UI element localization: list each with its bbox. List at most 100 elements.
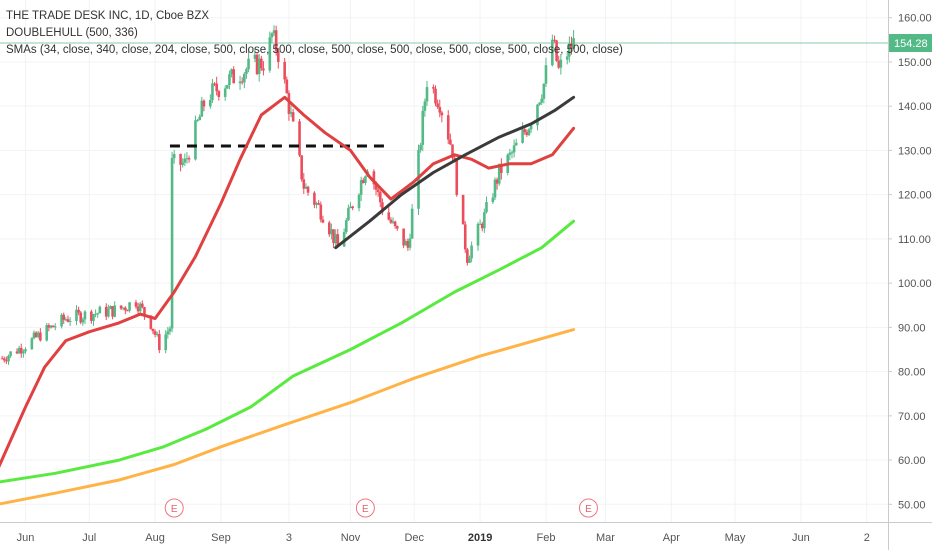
candle-body	[540, 98, 544, 103]
candle-body	[232, 69, 235, 84]
candle-body	[2, 358, 6, 361]
candle-body	[451, 144, 454, 158]
candle-body	[536, 104, 539, 126]
legend-symbol[interactable]: THE TRADE DESK INC, 1D, Cboe BZX	[6, 10, 210, 22]
candle-body	[317, 203, 320, 205]
y-tick-label: 130.00	[898, 145, 932, 157]
candle-body	[565, 56, 569, 60]
sma-line-3	[0, 328, 576, 506]
candle-body	[361, 180, 365, 183]
earnings-marker	[164, 498, 184, 518]
candle-body	[313, 192, 316, 205]
candle-body	[253, 54, 257, 59]
candle-body	[514, 142, 518, 146]
candle-body	[217, 91, 221, 97]
candle-body	[53, 326, 57, 328]
candle-body	[497, 163, 501, 184]
candle-body	[19, 347, 23, 354]
candle-body	[183, 158, 187, 163]
candle-body	[211, 83, 214, 101]
legend-smas[interactable]: SMAs (34, close, 340, close, 204, close,…	[6, 44, 623, 56]
y-tick-label: 140.00	[898, 101, 932, 113]
candle-body	[302, 179, 306, 189]
candle-body	[527, 129, 531, 136]
candle-body	[359, 180, 363, 195]
candle-body	[49, 325, 53, 328]
candle-body	[15, 351, 19, 354]
candle-body	[240, 81, 244, 83]
candle-body	[381, 202, 384, 213]
candle-body	[262, 68, 265, 71]
sma-line-0	[0, 95, 576, 468]
candle-body	[223, 88, 227, 97]
candle-body	[321, 219, 325, 223]
candle-body	[478, 223, 482, 225]
candle-body	[32, 332, 36, 339]
candle-body	[209, 100, 212, 107]
x-tick-label: Apr	[663, 532, 680, 544]
candle-body	[544, 65, 548, 84]
candle-body	[495, 179, 499, 184]
candle-body	[402, 228, 405, 246]
x-tick-label: 3	[286, 532, 292, 544]
candle-body	[124, 307, 127, 311]
candle-body	[347, 208, 350, 221]
candle-body	[79, 312, 83, 323]
x-tick-label: 2	[864, 532, 870, 544]
candle-body	[7, 355, 10, 362]
candle-body	[158, 334, 161, 351]
candle-body	[374, 184, 378, 190]
candle-body	[121, 307, 125, 309]
candle-body	[393, 221, 397, 227]
candle-body	[245, 69, 248, 74]
candle-body	[523, 129, 527, 133]
candle-body	[480, 223, 484, 229]
candle-body	[553, 39, 556, 41]
candle-body	[272, 30, 276, 34]
sma-line-1	[334, 95, 576, 250]
candle-body	[126, 310, 129, 312]
candle-body	[512, 145, 516, 153]
candle-body	[255, 54, 259, 75]
candle-body	[62, 314, 66, 320]
candle-body	[455, 160, 459, 195]
candle-body	[330, 229, 333, 235]
candle-body	[483, 212, 486, 229]
candle-body	[5, 360, 8, 362]
y-tick-label: 100.00	[898, 278, 932, 290]
candle-body	[389, 219, 393, 223]
candle-body	[119, 305, 123, 309]
candle-body	[274, 30, 278, 52]
chart-legend: THE TRADE DESK INC, 1D, Cboe BZX DOUBLEH…	[6, 8, 623, 59]
earnings-marker-label: E	[585, 504, 592, 515]
x-tick-label: Sep	[211, 532, 231, 544]
candle-body	[485, 202, 488, 213]
candle-body	[111, 306, 114, 317]
candle-body	[334, 234, 337, 244]
candle-body	[476, 223, 480, 246]
legend-indicator[interactable]: DOUBLEHULL (500, 336)	[6, 27, 138, 39]
candle-body	[151, 328, 155, 332]
x-tick-label: Jun	[17, 532, 35, 544]
candle-body	[408, 238, 412, 248]
y-tick-label: 150.00	[898, 57, 932, 69]
y-tick-label: 160.00	[898, 13, 932, 25]
candle-body	[525, 132, 529, 136]
candle-body	[372, 171, 376, 185]
candle-body	[9, 351, 12, 356]
candle-body	[364, 176, 367, 183]
candle-body	[542, 83, 546, 99]
candle-body	[60, 314, 63, 327]
candle-body	[179, 154, 182, 165]
candle-body	[45, 325, 49, 341]
candle-body	[510, 152, 514, 154]
candle-body	[138, 303, 142, 312]
candle-body	[387, 212, 391, 220]
candle-body	[83, 311, 87, 320]
candle-body	[134, 302, 138, 307]
candle-body	[557, 60, 561, 68]
candle-body	[419, 144, 422, 151]
candle-body	[425, 87, 429, 102]
candle-body	[81, 319, 85, 323]
